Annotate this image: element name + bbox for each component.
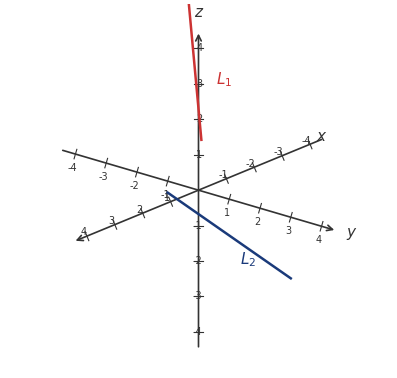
Text: 1: 1 — [164, 193, 170, 203]
Text: -4: -4 — [193, 327, 202, 337]
Text: -1: -1 — [160, 190, 170, 200]
Text: 2: 2 — [136, 204, 142, 215]
Text: -2: -2 — [193, 256, 202, 266]
Text: 2: 2 — [196, 114, 202, 124]
Text: 3: 3 — [108, 216, 114, 226]
Text: 1: 1 — [224, 208, 230, 218]
Text: 1: 1 — [196, 150, 202, 160]
Text: -4: -4 — [302, 136, 311, 146]
Text: y: y — [347, 225, 356, 240]
Text: -3: -3 — [274, 147, 283, 157]
Text: -3: -3 — [193, 291, 202, 301]
Text: x: x — [317, 129, 326, 144]
Text: 3: 3 — [196, 79, 202, 89]
Text: -4: -4 — [68, 163, 78, 173]
Text: -1: -1 — [193, 221, 202, 231]
Text: $L_1$: $L_1$ — [216, 71, 232, 90]
Text: z: z — [195, 5, 202, 20]
Text: $L_2$: $L_2$ — [241, 250, 256, 269]
Text: -2: -2 — [129, 181, 139, 191]
Text: -3: -3 — [99, 172, 108, 182]
Text: 4: 4 — [196, 43, 202, 53]
Text: 2: 2 — [254, 217, 260, 227]
Text: -2: -2 — [246, 159, 256, 169]
Text: 4: 4 — [80, 228, 87, 237]
Text: 4: 4 — [316, 235, 322, 245]
Text: 3: 3 — [285, 226, 291, 236]
Text: -1: -1 — [218, 170, 227, 180]
